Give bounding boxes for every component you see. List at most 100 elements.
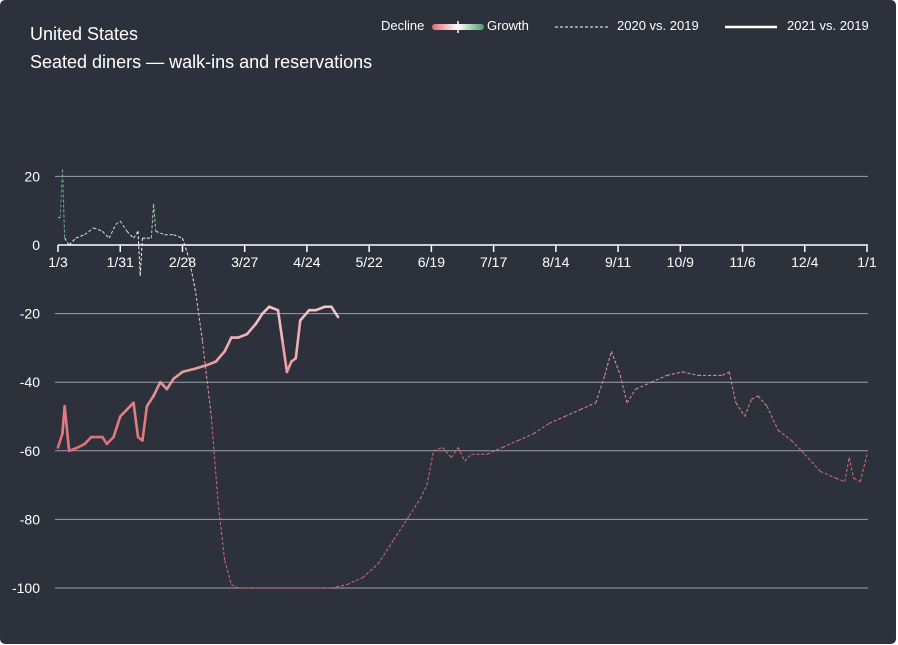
line-segment-2021 (254, 312, 264, 326)
line-segment-2021 (285, 360, 293, 374)
line-segment-2020 (722, 371, 730, 376)
y-tick-label: -20 (20, 306, 40, 322)
x-tick-label: 4/24 (293, 254, 320, 270)
line-segment-2021 (145, 394, 155, 408)
line-segment-2020 (331, 584, 348, 589)
line-segment-2020 (533, 422, 550, 435)
line-segment-2021 (294, 319, 302, 360)
line-segment-2021 (118, 408, 129, 418)
line-segment-2020 (433, 446, 443, 452)
x-tick-label: 10/9 (667, 254, 694, 270)
line-segment-2021 (205, 360, 218, 367)
line-segment-2020 (859, 454, 868, 482)
y-tick-label: -100 (12, 580, 40, 596)
line-segment-2020 (757, 395, 768, 407)
line-segment-2021 (105, 435, 115, 446)
line-segment-2020 (210, 416, 219, 503)
line-segment-2020 (68, 237, 77, 246)
line-segment-2021 (172, 370, 184, 381)
line-segment-2021 (83, 435, 93, 446)
x-tick-label: 2/28 (169, 254, 196, 270)
x-tick-label: 1/3 (48, 254, 68, 270)
x-tick-label: 1/1 (857, 254, 877, 270)
x-tick-label: 5/22 (356, 254, 383, 270)
line-segment-2020 (93, 227, 103, 232)
line-segment-2021 (276, 308, 284, 343)
series-2020 (58, 169, 868, 589)
series-2021 (56, 305, 340, 453)
line-segment-2020 (502, 440, 519, 448)
line-segment-2020 (137, 231, 141, 276)
line-segment-2020 (155, 230, 165, 236)
line-segment-2020 (201, 340, 212, 417)
y-tick-label: -40 (20, 374, 40, 390)
line-segment-2020 (133, 231, 139, 239)
line-segment-2020 (835, 477, 845, 483)
y-axis: 20 0 -20 -40 -60 -80 -100 (12, 168, 40, 596)
line-segment-2021 (330, 305, 340, 319)
line-segment-2020 (766, 405, 779, 431)
line-segment-2020 (181, 237, 190, 259)
legend-decline-label: Decline (381, 18, 425, 33)
line-segment-2020 (442, 447, 452, 458)
line-segment-2020 (64, 237, 70, 246)
line-segment-2020 (820, 470, 837, 479)
gridlines (55, 175, 868, 589)
chart-subtitle: Seated diners — walk-ins and reservation… (30, 52, 373, 72)
line-segment-2020 (224, 560, 232, 585)
chart-title: United States (30, 24, 139, 44)
legend-growth-label: Growth (487, 18, 529, 33)
line-segment-2020 (195, 292, 203, 342)
line-segment-2020 (804, 453, 821, 472)
line-segment-2021 (112, 415, 122, 439)
line-segment-2020 (173, 234, 183, 239)
y-tick-label: 0 (32, 237, 40, 253)
y-tick-label: 20 (24, 168, 40, 184)
line-segment-2020 (848, 457, 855, 479)
line-segment-2020 (362, 563, 379, 579)
x-tick-label: 6/19 (418, 254, 445, 270)
line-segment-2020 (610, 351, 621, 376)
line-segment-2021 (267, 305, 280, 312)
x-tick-label: 9/11 (605, 254, 631, 270)
line-segment-2020 (426, 450, 435, 486)
line-segment-2021 (261, 305, 271, 315)
line-segment-2020 (115, 220, 121, 225)
line-segment-2021 (165, 377, 175, 391)
line-segment-2020 (108, 224, 117, 239)
line-segment-2020 (751, 395, 759, 400)
line-segment-2020 (408, 498, 421, 517)
line-segment-2021 (298, 308, 311, 322)
line-segment-2020 (844, 457, 850, 482)
line-segment-2020 (464, 453, 472, 462)
line-segment-2021 (214, 350, 226, 363)
x-tick-label: 12/4 (791, 254, 818, 270)
line-segment-2020 (626, 388, 637, 404)
line-segment-2020 (102, 230, 110, 239)
line-segment-2020 (126, 230, 134, 239)
line-segment-2020 (139, 238, 143, 276)
line-segment-2020 (735, 402, 746, 417)
x-tick-label: 3/27 (231, 254, 258, 270)
legend-marks (432, 21, 777, 33)
line-segment-2020 (450, 447, 459, 458)
line-segment-2020 (564, 409, 581, 417)
x-axis: 1/3 1/31 2/28 3/27 4/24 5/22 6/19 7/17 8/14 9/11 1… (48, 244, 877, 270)
line-segment-2021 (314, 305, 327, 312)
x-tick-label: 8/14 (542, 254, 569, 270)
line-segment-2020 (580, 402, 597, 411)
line-segment-2020 (59, 169, 63, 218)
line-segment-2020 (419, 484, 428, 500)
x-tick-label: 1/31 (107, 254, 134, 270)
line-segment-2020 (517, 433, 534, 441)
line-segment-2021 (67, 446, 80, 453)
legend-2020-label: 2020 vs. 2019 (617, 18, 699, 33)
line-segment-2020 (595, 375, 606, 403)
legend-2021-label: 2021 vs. 2019 (787, 18, 869, 33)
line-segment-2021 (281, 339, 289, 374)
line-segment-2020 (119, 220, 128, 232)
line-segment-2020 (486, 446, 503, 455)
line-segment-2020 (150, 203, 155, 239)
line-segment-2020 (635, 381, 652, 390)
